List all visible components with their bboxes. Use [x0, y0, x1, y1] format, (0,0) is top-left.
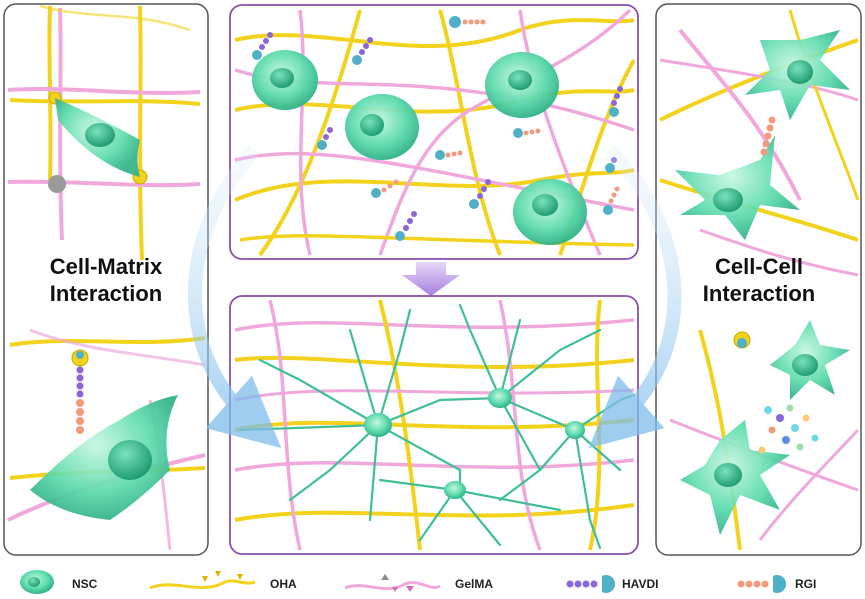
legend-havdi-icon: [566, 575, 616, 594]
left-panel-title: Cell-Matrix Interaction: [8, 253, 204, 307]
left-title-line1: Cell-Matrix: [49, 254, 163, 279]
left-cell-bottom: [30, 395, 178, 520]
left-bottom-matrix: [7, 328, 206, 551]
legend-nsc-label: NSC: [72, 577, 98, 591]
legend-rgi-icon: [737, 575, 787, 594]
right-signal-molecules: [758, 404, 819, 454]
right-rgi-chain: [760, 116, 776, 156]
center-top-cells: [252, 50, 587, 245]
legend-gelma-label: GelMA: [455, 577, 494, 591]
left-cell-nucleus: [85, 123, 115, 147]
right-title-line2: Interaction: [702, 281, 816, 306]
legend-gelma-icon: [344, 581, 441, 591]
legend-icons: [20, 570, 787, 594]
right-cell-2: [675, 135, 800, 240]
right-panel-frame: [655, 3, 862, 556]
center-top-peptides: [252, 16, 623, 241]
left-top-matrix: [7, 4, 201, 261]
right-panel: [655, 3, 862, 556]
legend-havdi-label: HAVDI: [622, 577, 659, 591]
legend-rgi-label: RGI: [795, 577, 817, 591]
right-curved-arrow: [588, 145, 682, 449]
right-bottom-matrix: [669, 320, 860, 551]
center-bottom-neurons: [238, 303, 636, 550]
legend-oha-label: OHA: [270, 577, 297, 591]
left-curved-arrow: [187, 145, 282, 449]
left-panel: [3, 3, 209, 556]
left-havdi-chain: [76, 366, 84, 434]
legend-oha-icon: [149, 579, 256, 590]
center-top-panel: [229, 4, 639, 260]
left-title-line2: Interaction: [49, 281, 163, 306]
right-title-line1: Cell-Cell: [714, 254, 804, 279]
right-panel-title: Cell-Cell Interaction: [660, 253, 858, 307]
left-cell-bottom-nucleus: [108, 440, 152, 480]
center-bottom-somas: [364, 388, 585, 499]
center-bottom-panel: [229, 295, 639, 555]
down-arrow: [402, 262, 460, 296]
right-top-matrix: [659, 9, 860, 277]
